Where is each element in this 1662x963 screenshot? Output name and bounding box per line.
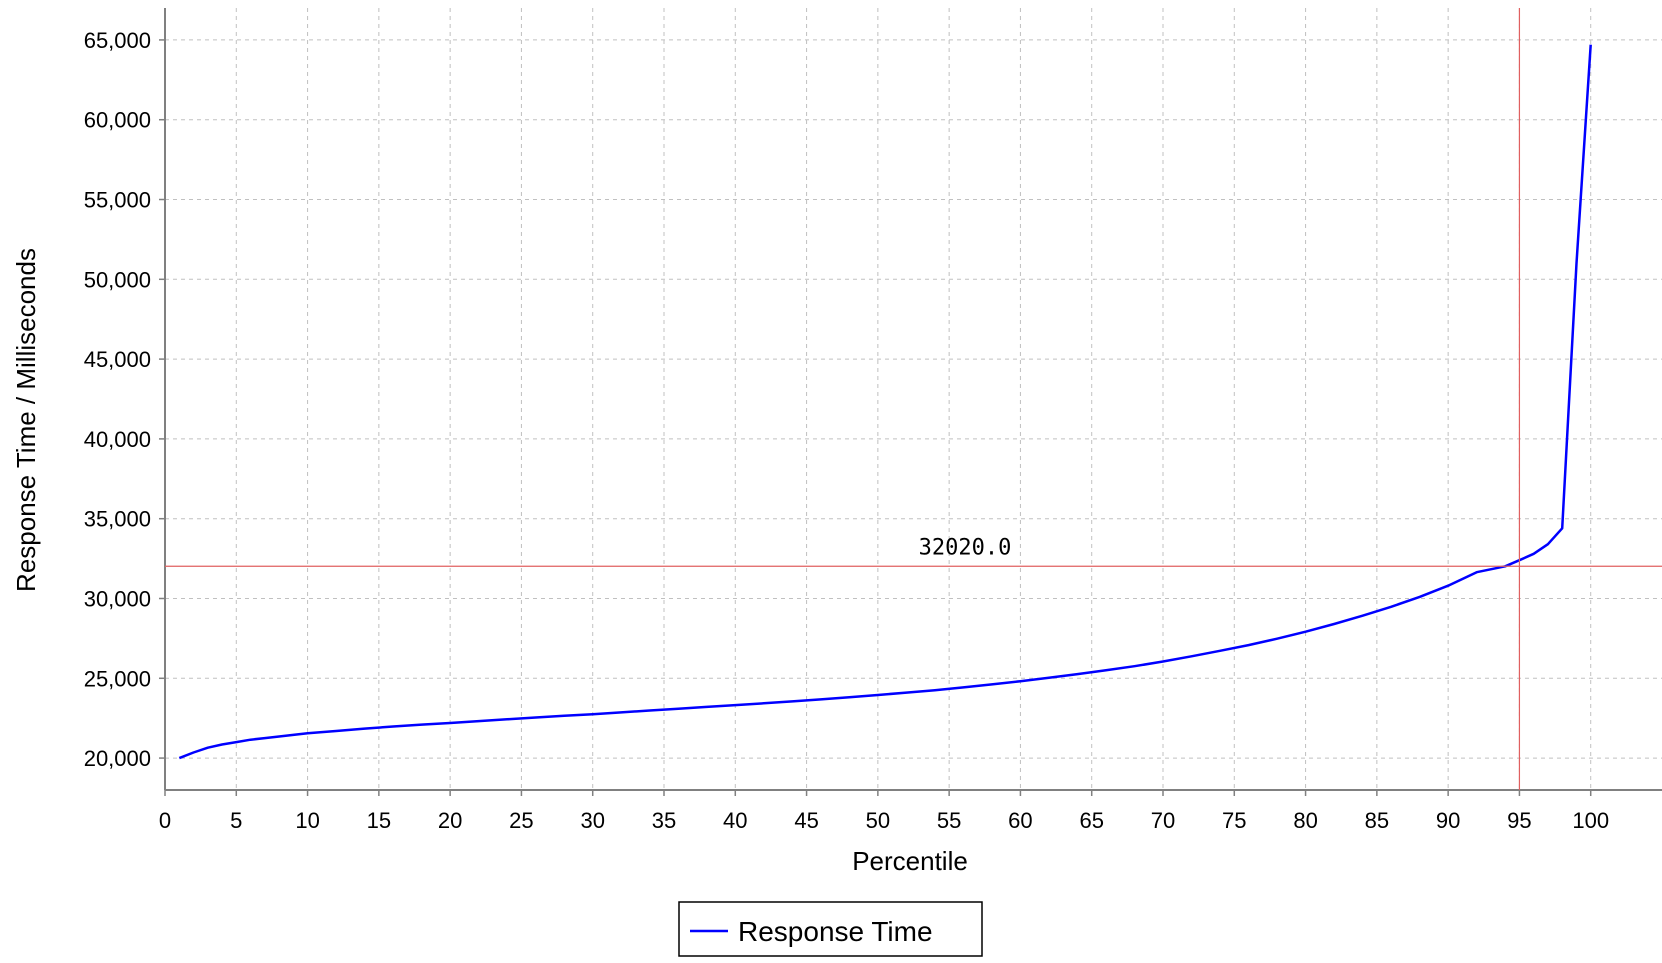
x-tick-label: 35 [652, 808, 676, 833]
y-tick-label: 50,000 [84, 267, 151, 292]
x-tick-label: 60 [1008, 808, 1032, 833]
x-tick-label: 40 [723, 808, 747, 833]
y-tick-label: 35,000 [84, 507, 151, 532]
y-tick-label: 55,000 [84, 188, 151, 213]
x-tick-label: 95 [1507, 808, 1531, 833]
x-tick-label: 65 [1079, 808, 1103, 833]
y-tick-label: 40,000 [84, 427, 151, 452]
x-tick-label: 50 [866, 808, 890, 833]
series-layer [178, 44, 1592, 760]
x-tick-label: 30 [580, 808, 604, 833]
y-axis-title: Response Time / Milliseconds [11, 248, 41, 592]
x-tick-label: 25 [509, 808, 533, 833]
axes [159, 8, 1662, 796]
y-tick-label: 20,000 [84, 746, 151, 771]
x-tick-label: 45 [794, 808, 818, 833]
x-tick-label: 100 [1572, 808, 1609, 833]
marker-layer: 32020.0 [165, 8, 1662, 790]
x-tick-label: 70 [1151, 808, 1175, 833]
legend: Response Time [678, 901, 983, 957]
y-tick-label: 65,000 [84, 28, 151, 53]
x-tick-label: 20 [438, 808, 462, 833]
x-tick-label: 15 [367, 808, 391, 833]
tick-labels: 0 5 10 15 20 25 30 35 40 45 50 55 60 65 70 75 80 85 90 95 10… [84, 28, 1609, 833]
y-tick-label: 60,000 [84, 108, 151, 133]
x-tick-label: 85 [1365, 808, 1389, 833]
y-tick-label: 30,000 [84, 586, 151, 611]
legend-label: Response Time [738, 916, 933, 947]
x-tick-label: 90 [1436, 808, 1460, 833]
legend-box [678, 901, 983, 957]
x-tick-label: 80 [1293, 808, 1317, 833]
x-tick-label: 10 [295, 808, 319, 833]
series-line-response-time [178, 44, 1592, 760]
x-tick-label: 55 [937, 808, 961, 833]
x-tick-label: 0 [159, 808, 171, 833]
marker-value-label: 32020.0 [919, 535, 1012, 560]
grid-lines [165, 8, 1662, 790]
y-tick-label: 25,000 [84, 666, 151, 691]
x-tick-label: 5 [230, 808, 242, 833]
y-tick-label: 45,000 [84, 347, 151, 372]
x-tick-label: 75 [1222, 808, 1246, 833]
x-axis-title: Percentile [852, 846, 968, 876]
